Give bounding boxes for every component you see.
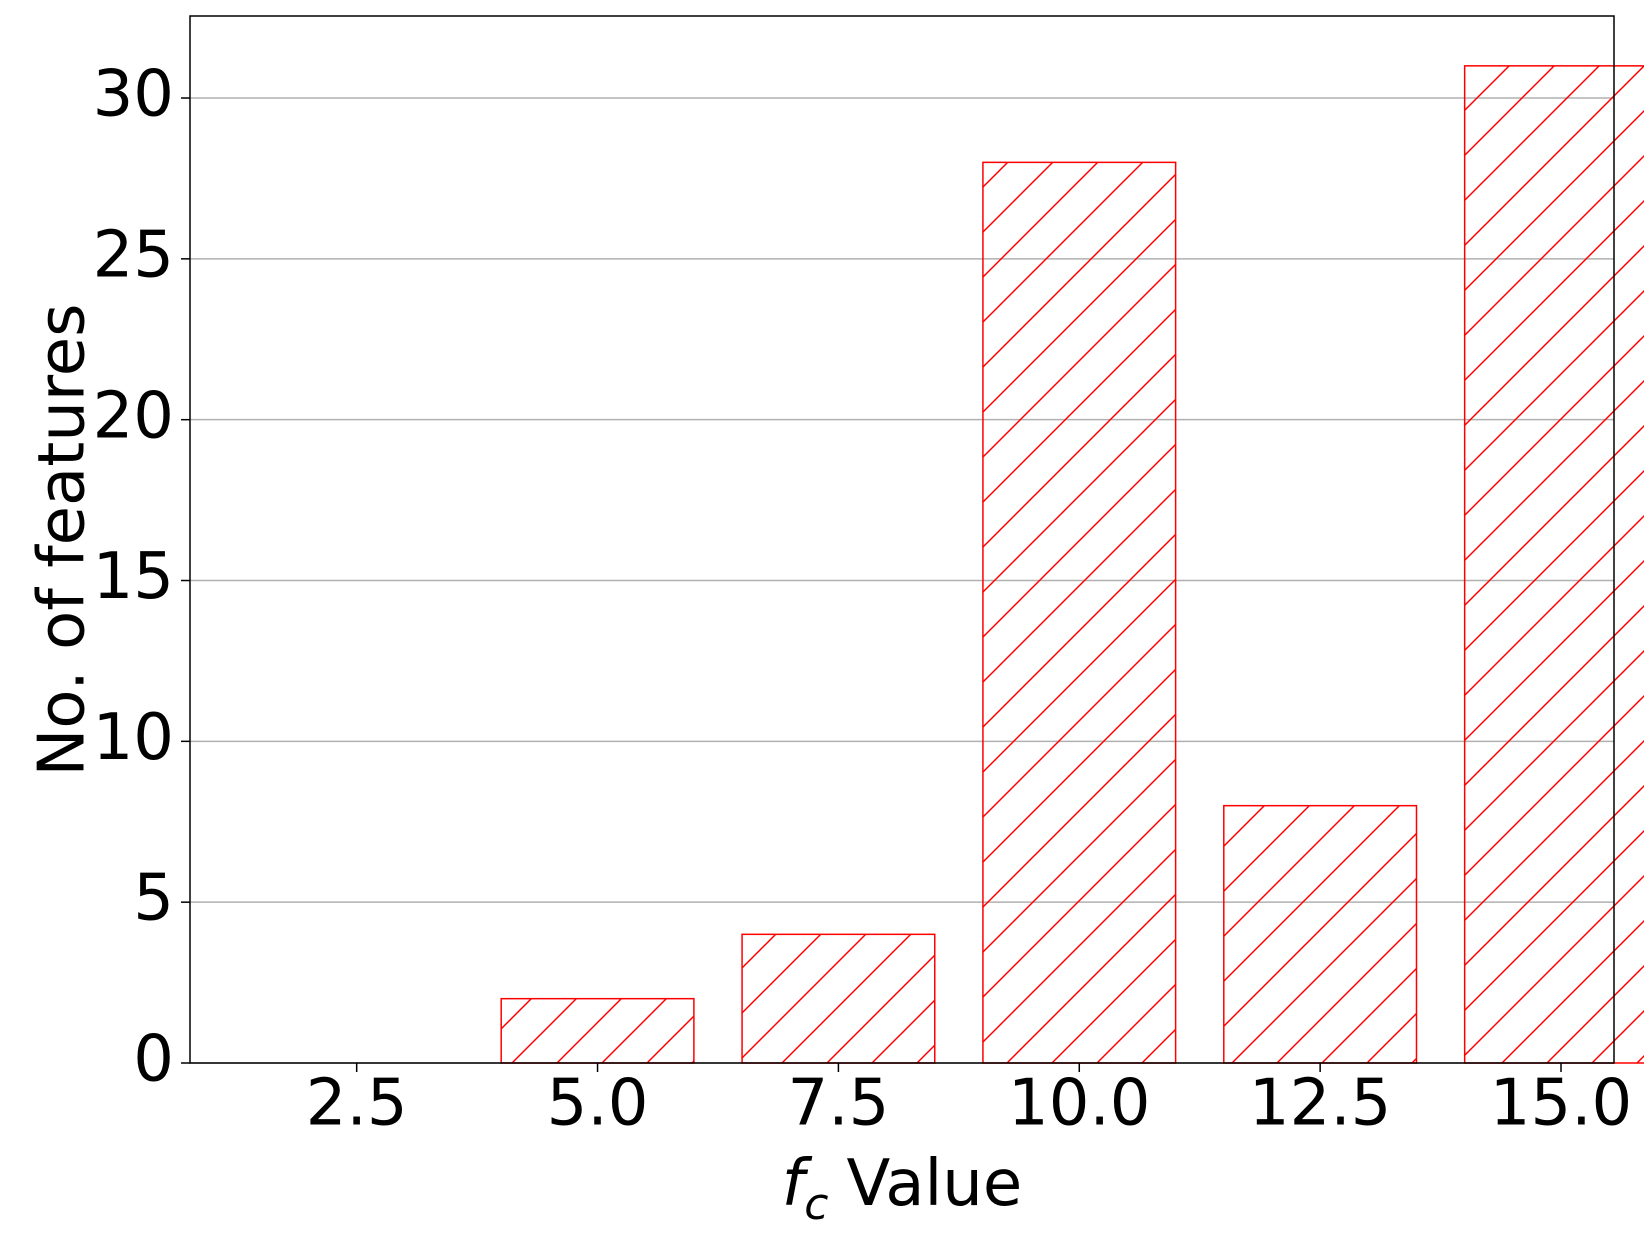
plot-frame — [189, 15, 1615, 1064]
y-tick-label: 25 — [93, 218, 174, 292]
x-label-subscript: c — [804, 1179, 828, 1230]
bar — [1223, 804, 1418, 1064]
x-label-text: Value — [846, 1147, 1022, 1221]
x-tick-label: 12.5 — [1249, 1067, 1392, 1141]
y-tick-label: 10 — [93, 701, 174, 775]
x-tick-label: 7.5 — [788, 1067, 890, 1141]
y-tick-label: 0 — [133, 1023, 174, 1097]
bar — [500, 997, 695, 1064]
y-tick-label: 20 — [93, 379, 174, 453]
y-tick-label: 5 — [133, 862, 174, 936]
x-tick-label: 2.5 — [306, 1067, 408, 1141]
x-tick-label: 15.0 — [1490, 1067, 1633, 1141]
y-tick-label: 15 — [93, 540, 174, 614]
y-tick-label: 30 — [93, 58, 174, 132]
x-tick-label: 10.0 — [1008, 1067, 1151, 1141]
x-tick-label: 5.0 — [547, 1067, 649, 1141]
bar — [1463, 65, 1644, 1064]
x-axis-label: fc Value — [782, 1147, 1022, 1230]
bar — [982, 161, 1177, 1064]
bar — [741, 933, 936, 1064]
y-axis-label: No. of features — [26, 303, 100, 776]
